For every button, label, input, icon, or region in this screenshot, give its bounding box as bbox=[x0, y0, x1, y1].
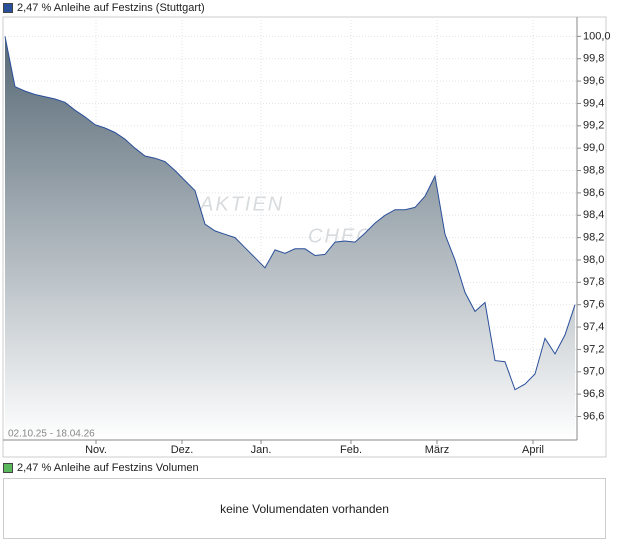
area-fill bbox=[5, 36, 575, 441]
y-tick-label: 97,6 bbox=[583, 299, 604, 311]
legend-label: 2,47 % Anleihe auf Festzins Volumen bbox=[17, 462, 199, 474]
price-line bbox=[4, 36, 576, 391]
date-range: 02.10.25 - 18.04.26 bbox=[8, 429, 95, 440]
chart: AKTIENCHECK96,696,897,097,297,497,697,89… bbox=[2, 16, 611, 458]
y-tick-label: 98,4 bbox=[583, 209, 604, 221]
volume-panel: keine Volumendaten vorhanden bbox=[3, 478, 606, 539]
y-tick-label: 96,6 bbox=[583, 410, 604, 422]
y-tick-label: 98,0 bbox=[583, 254, 604, 266]
y-tick-label: 97,0 bbox=[583, 366, 604, 378]
x-tick-label: April bbox=[522, 444, 544, 456]
y-tick-label: 99,6 bbox=[583, 75, 604, 87]
y-tick-label: 99,2 bbox=[583, 120, 604, 132]
x-tick-label: Dez. bbox=[171, 444, 194, 456]
y-tick-label: 98,2 bbox=[583, 232, 604, 244]
y-tick-label: 99,8 bbox=[583, 53, 604, 65]
x-tick-label: Feb. bbox=[340, 444, 362, 456]
y-tick-label: 100,0 bbox=[583, 30, 611, 42]
y-tick-label: 98,8 bbox=[583, 164, 604, 176]
chart-frame bbox=[2, 16, 607, 458]
volume-message: keine Volumendaten vorhanden bbox=[220, 501, 389, 516]
y-tick-label: 97,8 bbox=[583, 276, 604, 288]
y-tick-label: 97,4 bbox=[583, 321, 604, 333]
x-tick-label: Jan. bbox=[251, 444, 272, 456]
x-tick-label: März bbox=[425, 444, 449, 456]
x-tick-label: Nov. bbox=[85, 444, 107, 456]
legend-swatch bbox=[3, 3, 13, 13]
price-legend: 2,47 % Anleihe auf Festzins (Stuttgart) bbox=[3, 2, 205, 14]
legend-swatch bbox=[3, 463, 13, 473]
y-tick-label: 98,6 bbox=[583, 187, 604, 199]
y-tick-label: 99,0 bbox=[583, 142, 604, 154]
volume-legend: 2,47 % Anleihe auf Festzins Volumen bbox=[3, 462, 199, 474]
legend-label: 2,47 % Anleihe auf Festzins (Stuttgart) bbox=[17, 2, 205, 14]
y-tick-label: 99,4 bbox=[583, 97, 604, 109]
y-tick-label: 97,2 bbox=[583, 343, 604, 355]
y-tick-label: 96,8 bbox=[583, 388, 604, 400]
watermark: AKTIEN bbox=[199, 193, 284, 215]
